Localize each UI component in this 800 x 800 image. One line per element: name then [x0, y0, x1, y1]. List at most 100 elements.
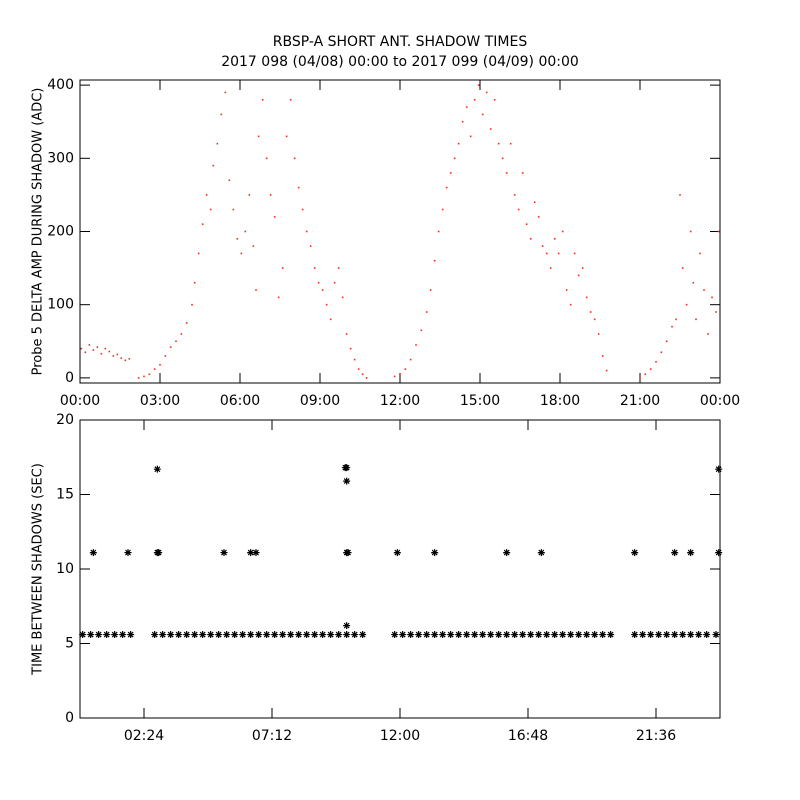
data-point — [593, 318, 596, 321]
data-point — [289, 98, 292, 101]
asterisk-point — [631, 631, 639, 639]
y-axis-label: TIME BETWEEN SHADOWS (SEC) — [31, 463, 46, 676]
asterisk-point — [399, 631, 407, 639]
data-point — [349, 347, 352, 350]
data-point — [711, 296, 713, 299]
asterisk-point — [687, 631, 695, 639]
asterisk-point — [159, 631, 167, 639]
asterisk-point — [471, 631, 479, 639]
data-point — [261, 98, 264, 101]
asterisk-point — [535, 631, 543, 639]
asterisk-point — [255, 631, 263, 639]
asterisk-point — [87, 631, 95, 639]
data-point — [481, 113, 484, 116]
asterisk-point — [679, 631, 687, 639]
data-point — [433, 259, 436, 262]
asterisk-point — [599, 631, 607, 639]
data-point — [88, 344, 91, 346]
data-point — [477, 84, 480, 86]
data-point — [159, 363, 161, 366]
asterisk-point — [631, 549, 639, 557]
data-point — [305, 230, 308, 233]
data-point — [717, 230, 720, 233]
data-point — [497, 142, 500, 145]
asterisk-point — [503, 631, 511, 639]
asterisk-point — [575, 631, 583, 639]
asterisk-point — [231, 631, 239, 639]
x-tick-label: 09:00 — [300, 393, 340, 409]
asterisk-point — [220, 549, 228, 557]
asterisk-point — [655, 631, 663, 639]
data-point — [679, 194, 681, 196]
asterisk-point — [407, 631, 415, 639]
y-tick-label: 200 — [47, 224, 74, 240]
data-point — [692, 281, 695, 284]
asterisk-point — [79, 631, 87, 639]
data-point — [317, 281, 320, 284]
data-point — [143, 375, 145, 378]
x-tick-label: 16:48 — [508, 728, 548, 744]
data-point — [465, 106, 468, 108]
asterisk-point — [252, 549, 260, 557]
data-point — [529, 238, 532, 240]
asterisk-point — [591, 631, 599, 639]
x-tick-label: 06:00 — [220, 393, 260, 409]
data-point — [137, 377, 140, 379]
asterisk-point — [124, 549, 132, 557]
data-point — [597, 333, 600, 335]
data-point — [321, 289, 324, 291]
data-point — [605, 369, 608, 372]
data-point — [699, 252, 701, 255]
asterisk-point — [263, 631, 271, 639]
asterisk-point — [511, 631, 519, 639]
asterisk-point — [567, 631, 575, 639]
y-tick-label: 5 — [65, 636, 74, 652]
data-point — [589, 311, 592, 313]
data-point — [655, 360, 657, 363]
asterisk-point — [431, 549, 439, 557]
data-point — [116, 353, 119, 356]
data-point — [96, 346, 99, 348]
data-point — [513, 194, 516, 196]
data-point — [120, 357, 123, 359]
chart-subtitle: 2017 098 (04/08) 00:00 to 2017 099 (04/0… — [221, 54, 579, 70]
data-point — [493, 98, 496, 101]
x-tick-label: 00:00 — [60, 393, 100, 409]
asterisk-point — [303, 631, 311, 639]
data-point — [293, 157, 296, 160]
data-point — [441, 208, 444, 211]
data-point — [325, 303, 328, 306]
data-point — [148, 373, 151, 376]
data-point — [577, 274, 580, 277]
data-point — [269, 194, 272, 196]
x-tick-label: 12:00 — [380, 393, 420, 409]
data-point — [128, 358, 131, 360]
data-point — [240, 252, 243, 255]
data-point — [545, 252, 548, 255]
data-point — [533, 201, 536, 204]
data-point — [541, 245, 544, 247]
data-point — [485, 91, 488, 94]
data-point — [689, 230, 692, 233]
data-point — [224, 91, 227, 94]
data-point — [191, 303, 193, 306]
asterisk-point — [712, 631, 720, 639]
x-tick-label: 03:00 — [140, 393, 180, 409]
data-point — [80, 347, 83, 350]
data-point — [420, 329, 423, 332]
data-point — [660, 351, 663, 354]
data-point — [553, 238, 556, 240]
data-point — [248, 194, 251, 196]
data-point — [112, 355, 115, 357]
data-point — [569, 303, 572, 306]
data-point — [549, 267, 552, 269]
asterisk-point — [155, 549, 163, 557]
asterisk-point — [207, 631, 215, 639]
asterisk-point — [343, 631, 351, 639]
data-point — [212, 164, 215, 167]
data-point — [399, 373, 401, 376]
y-tick-label: 0 — [65, 370, 74, 386]
y-tick-label: 15 — [56, 487, 74, 503]
data-point — [216, 142, 219, 145]
data-point — [525, 223, 528, 225]
